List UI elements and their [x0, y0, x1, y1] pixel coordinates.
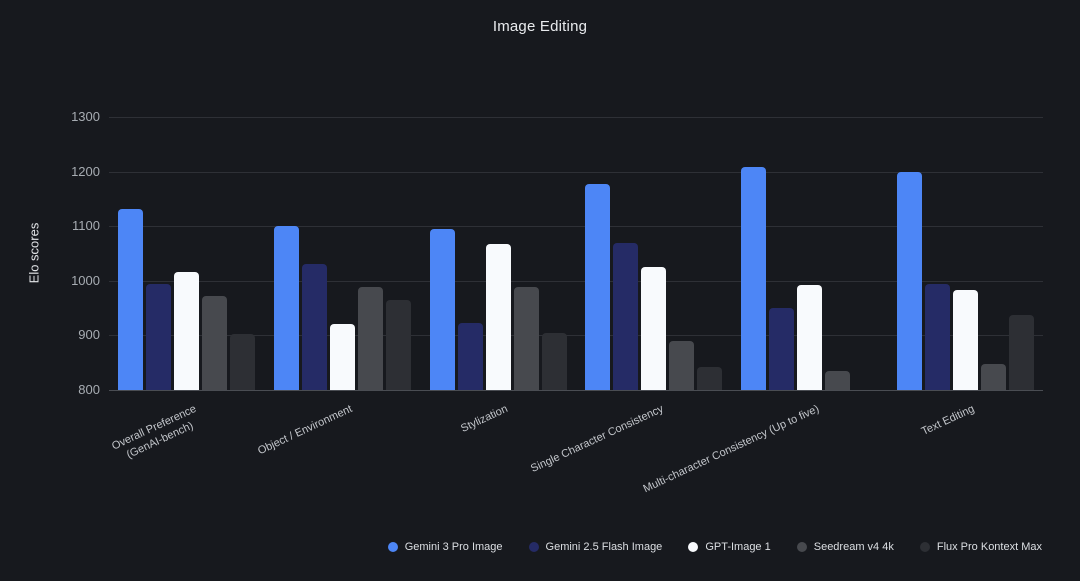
legend-swatch-icon [796, 542, 807, 552]
legend-item[interactable]: Seedream v4 4k [796, 541, 894, 553]
legend-item[interactable]: Gemini 2.5 Flash Image [528, 541, 663, 553]
gridline [109, 280, 1043, 282]
bar[interactable] [769, 308, 794, 390]
bar[interactable] [330, 324, 355, 390]
bar[interactable] [230, 334, 256, 390]
gridline [109, 171, 1043, 173]
y-tick-label: 1200 [71, 163, 100, 179]
bar[interactable] [386, 299, 411, 390]
gridline [109, 335, 1043, 337]
x-category-label: Object / Environment [255, 402, 354, 458]
y-tick-label: 1300 [71, 109, 100, 124]
x-category-label: Overall Preference (GenAI-bench) [110, 402, 199, 462]
legend-swatch-icon [919, 542, 930, 552]
legend-label: Seedream v4 4k [813, 541, 894, 553]
legend-swatch-icon [528, 542, 539, 552]
legend-item[interactable]: Flux Pro Kontext Max [919, 541, 1042, 553]
legend-label: Gemini 2.5 Flash Image [545, 541, 663, 553]
chart-legend: Gemini 3 Pro Image Gemini 2.5 Flash Image… [387, 541, 1042, 553]
bar[interactable] [457, 323, 483, 390]
bar[interactable] [174, 271, 200, 390]
bar[interactable] [429, 228, 455, 390]
y-tick-label: 900 [78, 327, 100, 343]
legend-label: Gemini 3 Pro Image [404, 541, 503, 553]
x-category-label: Stylization [459, 402, 510, 435]
x-axis-line [109, 390, 1043, 391]
bar[interactable] [952, 289, 978, 390]
x-category-label: Multi-character Consistency (Up to five) [641, 402, 821, 496]
bar[interactable] [896, 171, 922, 390]
y-tick-label: 800 [78, 382, 100, 397]
legend-swatch-icon [387, 542, 398, 552]
gridline [109, 117, 1043, 118]
bar[interactable] [825, 370, 850, 390]
legend-label: GPT-Image 1 [705, 541, 771, 553]
bar[interactable] [513, 286, 539, 390]
bar[interactable] [202, 296, 228, 390]
bar[interactable] [697, 366, 723, 390]
bar[interactable] [1008, 315, 1034, 390]
bar[interactable] [118, 209, 144, 390]
bar[interactable] [613, 243, 639, 390]
bar[interactable] [485, 243, 511, 390]
y-tick-label: 1000 [71, 272, 100, 288]
legend-label: Flux Pro Kontext Max [936, 541, 1042, 553]
bar[interactable] [641, 266, 667, 390]
bar[interactable] [146, 283, 172, 390]
bar[interactable] [358, 287, 383, 390]
gridline [109, 226, 1043, 228]
legend-item[interactable]: GPT-Image 1 [688, 541, 771, 553]
x-category-label: Single Character Consistency [528, 402, 666, 476]
bar[interactable] [541, 333, 567, 390]
bar[interactable] [924, 283, 950, 390]
bar[interactable] [980, 363, 1006, 390]
chart-title: Image Editing [492, 18, 588, 35]
y-tick-label: 1100 [72, 218, 100, 234]
bar[interactable] [585, 183, 611, 390]
legend-swatch-icon [688, 542, 699, 552]
bar[interactable] [302, 263, 327, 390]
bar[interactable] [741, 167, 766, 390]
x-category-label: Text Editing [920, 402, 977, 438]
bar[interactable] [797, 284, 822, 390]
bar[interactable] [669, 340, 695, 390]
legend-item[interactable]: Gemini 3 Pro Image [387, 541, 503, 553]
bar[interactable] [274, 226, 299, 390]
